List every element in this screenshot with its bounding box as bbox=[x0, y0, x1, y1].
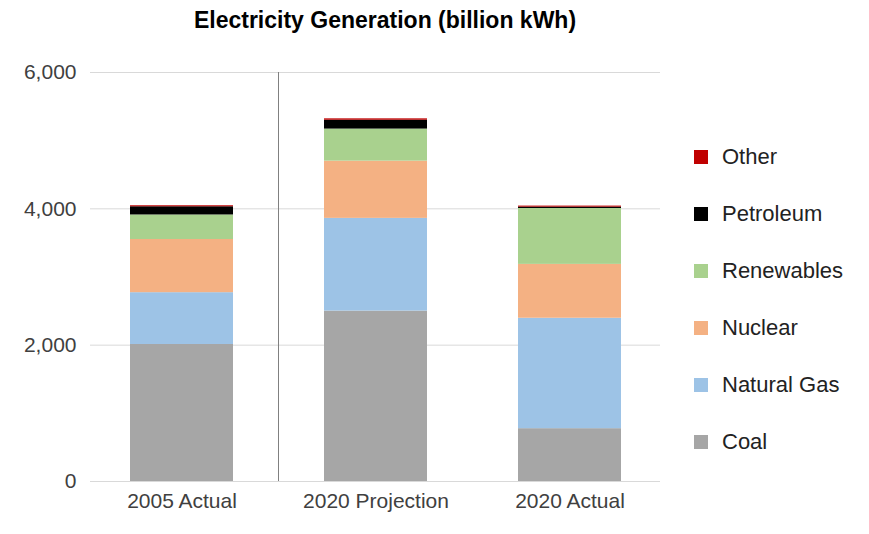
svg-text:2,000: 2,000 bbox=[24, 333, 77, 356]
svg-text:2005 Actual: 2005 Actual bbox=[127, 489, 237, 512]
html-text:Renewables: Renewables bbox=[722, 257, 844, 283]
svg-text:4,000: 4,000 bbox=[24, 197, 77, 220]
html-text:Natural Gas: Natural Gas bbox=[722, 371, 840, 397]
html-text:Petroleum: Petroleum bbox=[722, 200, 823, 226]
svg-text:6,000: 6,000 bbox=[24, 60, 77, 83]
svg-text:2020 Projection: 2020 Projection bbox=[303, 489, 449, 512]
html-text:Other: Other bbox=[722, 143, 777, 169]
html-text:Electricity Generation (billio: Electricity Generation (billion kWh) bbox=[193, 7, 576, 33]
svg-text:0: 0 bbox=[65, 469, 77, 492]
svg-text:2020 Actual: 2020 Actual bbox=[515, 489, 625, 512]
html-text:Coal: Coal bbox=[722, 428, 768, 454]
html-text:Nuclear: Nuclear bbox=[722, 314, 798, 340]
